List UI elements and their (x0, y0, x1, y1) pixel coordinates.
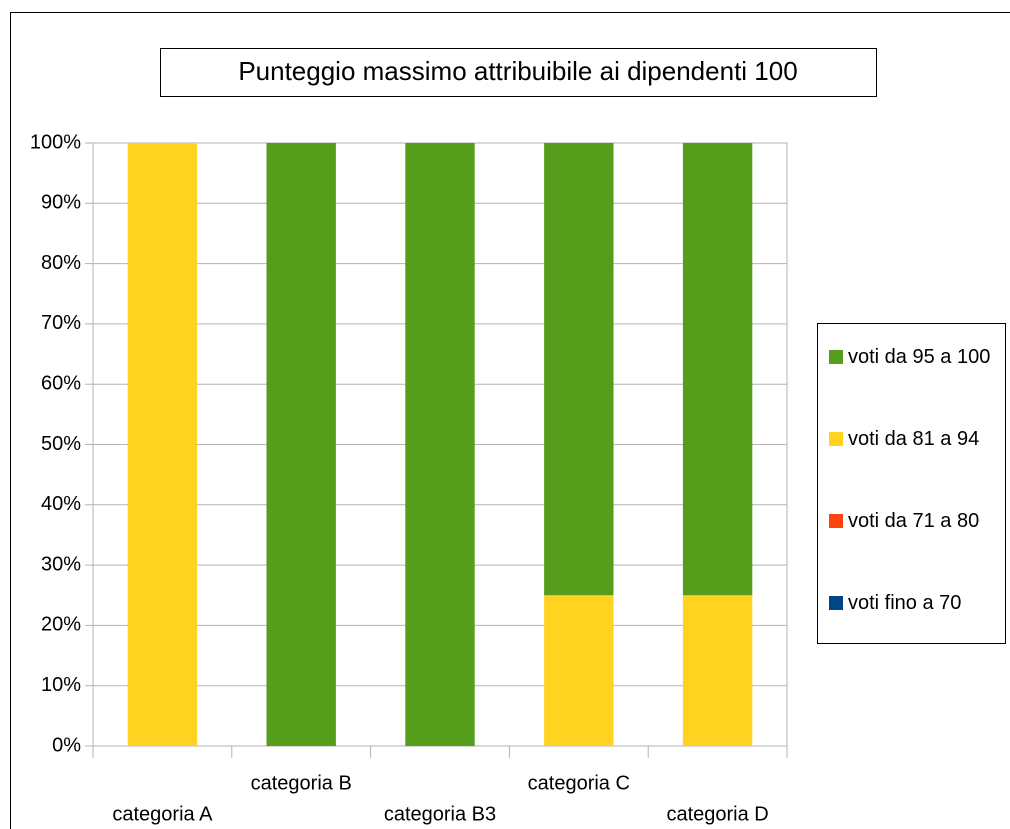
x-tick-label: categoria D (666, 803, 768, 825)
y-tick-label: 40% (41, 493, 81, 515)
legend-swatch (829, 432, 843, 446)
x-tick-label: categoria B (251, 772, 352, 794)
y-tick-label: 100% (30, 131, 81, 153)
legend-box (817, 323, 1006, 644)
y-tick-label: 80% (41, 252, 81, 274)
legend-label: voti da 71 a 80 (848, 510, 980, 532)
y-tick-label: 70% (41, 312, 81, 334)
y-tick-label: 50% (41, 433, 81, 455)
x-tick-label: categoria C (528, 772, 630, 794)
legend-swatch (829, 514, 843, 528)
legend-label: voti da 95 a 100 (848, 346, 991, 368)
y-tick-label: 20% (41, 614, 81, 636)
y-tick-label: 0% (52, 734, 81, 756)
y-tick-label: 30% (41, 553, 81, 575)
legend-swatch (829, 350, 843, 364)
chart-border (10, 12, 1010, 829)
bar-segment (544, 595, 614, 746)
bar-segment (405, 143, 475, 746)
title-box (160, 48, 877, 97)
x-tick-label: categoria B3 (384, 803, 496, 825)
bar-segment (544, 143, 614, 596)
bar-segment (682, 143, 753, 596)
y-tick-label: 10% (41, 674, 81, 696)
legend-label: voti fino a 70 (848, 592, 962, 614)
legend-entry: voti da 95 a 100 (848, 346, 991, 368)
chart-title: Punteggio massimo attribuibile ai dipend… (238, 56, 797, 86)
bar-segment (266, 143, 336, 746)
bar-segment (127, 143, 198, 746)
legend-entry: voti da 81 a 94 (848, 428, 980, 450)
legend-swatch (829, 596, 843, 610)
y-tick-label: 90% (41, 192, 81, 214)
legend-entry: voti da 71 a 80 (848, 510, 980, 532)
y-tick-label: 60% (41, 372, 81, 394)
bar-segment (682, 595, 753, 746)
legend-label: voti da 81 a 94 (848, 428, 980, 450)
legend-entry: voti fino a 70 (848, 592, 962, 614)
x-tick-label: categoria A (112, 803, 213, 825)
